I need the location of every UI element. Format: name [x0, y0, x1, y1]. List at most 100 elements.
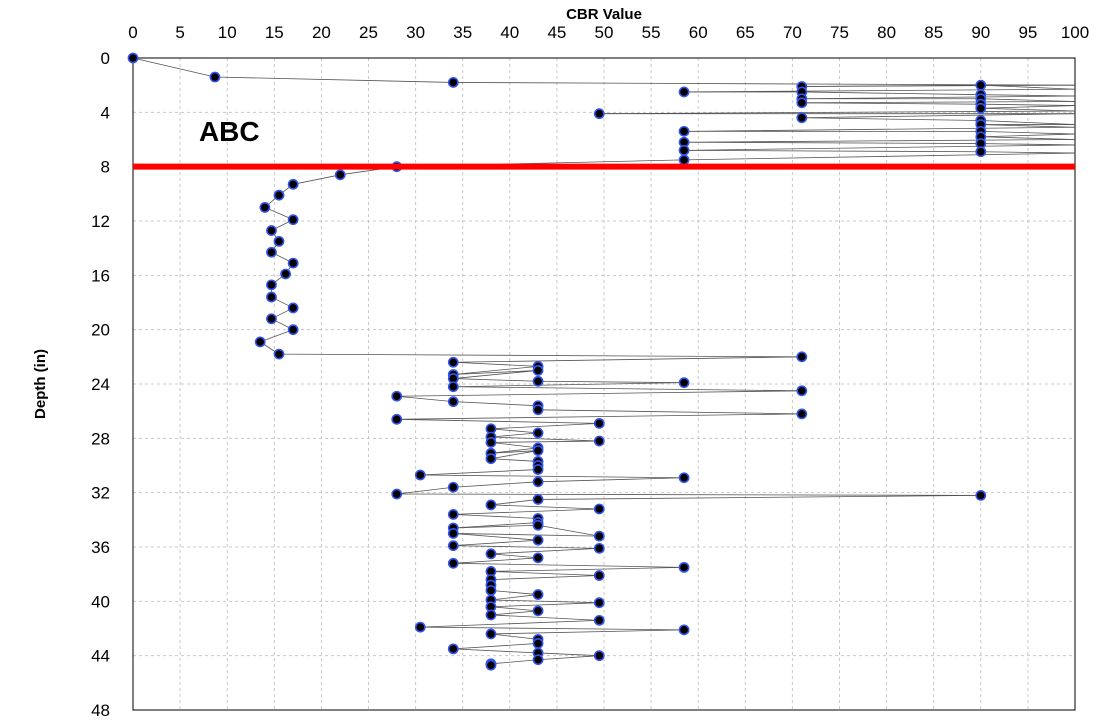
data-point [796, 112, 808, 124]
data-point [532, 534, 544, 546]
series-segment [538, 477, 685, 483]
data-point [593, 570, 605, 581]
x-tick-label: 85 [924, 23, 943, 42]
series-segment [490, 504, 600, 510]
data-point [266, 291, 277, 303]
data-point [532, 552, 544, 564]
data-point [447, 557, 459, 569]
x-tick-label: 90 [971, 23, 990, 42]
x-tick-label: 40 [500, 23, 519, 42]
series-segment [453, 533, 539, 541]
series-segment [684, 144, 1076, 151]
series-segment [214, 76, 454, 83]
series-segment [599, 110, 1076, 115]
x-tick-label: 10 [218, 23, 237, 42]
data-point [796, 351, 808, 363]
series-segment [490, 432, 539, 438]
series-segment [980, 133, 1076, 138]
series-segment [132, 57, 216, 78]
data-point [485, 548, 497, 560]
data-point [287, 302, 299, 314]
data-point [447, 540, 459, 552]
series-segment [490, 566, 685, 572]
series-segment [453, 382, 685, 388]
series-segment [490, 458, 539, 462]
data-point [678, 377, 690, 389]
y-tick-label: 8 [101, 158, 110, 177]
series-segment [684, 126, 1076, 132]
series-segment [453, 562, 685, 568]
series-segment [980, 107, 1076, 112]
series-segment [490, 602, 600, 608]
data-point [532, 654, 544, 666]
data-point [127, 52, 139, 64]
series-segment [980, 120, 1076, 125]
series-segment [684, 88, 1076, 93]
series-segment [490, 575, 600, 580]
series-segment [490, 590, 539, 595]
series-segment [980, 105, 1076, 109]
x-tick-label: 55 [642, 23, 661, 42]
series-segment [490, 594, 539, 601]
series-segment [490, 547, 600, 555]
data-point [391, 488, 403, 500]
data-point [485, 609, 497, 621]
series-segment [801, 102, 981, 105]
data-point [259, 202, 271, 213]
x-tick-label: 20 [312, 23, 331, 42]
series-segment [538, 494, 981, 500]
data-point [796, 408, 808, 420]
series-segment [980, 143, 1076, 146]
data-point [287, 257, 299, 269]
y-tick-label: 24 [91, 375, 110, 394]
series-segment [684, 152, 1076, 161]
series-segment [453, 378, 539, 382]
data-point [266, 313, 277, 325]
series-segment [801, 113, 1076, 119]
y-tick-label: 36 [91, 538, 110, 557]
data-point [280, 268, 292, 280]
series-segment [980, 84, 1076, 90]
data-point [273, 189, 285, 201]
series-segment [453, 370, 539, 375]
series-segment [980, 98, 1076, 102]
series-segment [396, 413, 802, 420]
series-segment [453, 533, 600, 537]
data-point [593, 503, 605, 515]
data-point [593, 614, 605, 626]
data-point [532, 605, 544, 617]
data-point [678, 561, 690, 573]
data-point [593, 597, 605, 609]
series-segment [490, 428, 539, 434]
data-point [593, 435, 605, 447]
series-segment [801, 84, 981, 87]
data-point [447, 481, 459, 493]
series-segment [490, 450, 539, 460]
x-tick-label: 15 [265, 23, 284, 42]
data-point [447, 396, 459, 408]
series-segment [490, 633, 539, 640]
series-segment [453, 539, 539, 547]
data-point [796, 97, 808, 109]
series-markers [127, 52, 987, 671]
series-segment [490, 629, 685, 635]
y-tick-label: 12 [91, 212, 110, 231]
data-point [485, 628, 497, 640]
data-point [485, 499, 497, 511]
series-segment [453, 365, 539, 375]
data-point [273, 348, 285, 360]
series-segment [490, 422, 600, 430]
data-point [266, 225, 277, 236]
series-segment [801, 95, 1076, 100]
series-segment [490, 450, 539, 454]
data-point [266, 279, 277, 291]
series-segment [490, 571, 600, 576]
series-segment [453, 524, 539, 529]
series-segment [538, 652, 600, 657]
y-tick-label: 16 [91, 266, 110, 285]
data-point [593, 650, 605, 662]
series-segment [453, 522, 539, 529]
series-segment [490, 442, 539, 449]
series-segment [980, 136, 1076, 140]
series-segment [490, 610, 539, 616]
